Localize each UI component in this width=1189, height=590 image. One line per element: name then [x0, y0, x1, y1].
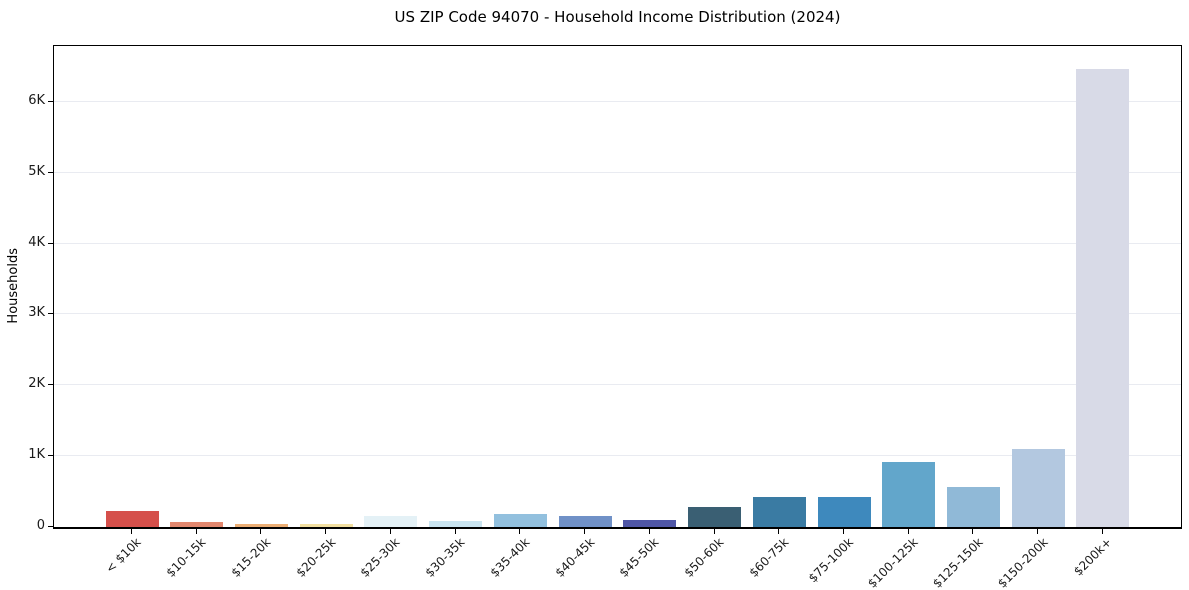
- x-tick-label: $75-100k: [805, 535, 856, 586]
- y-tick-label: 5K: [28, 163, 45, 179]
- bar-150-200k: [1011, 449, 1065, 527]
- x-tick-mark: [648, 528, 650, 534]
- y-tick-label: 0: [36, 518, 45, 533]
- x-tick-label: < $10k: [103, 535, 144, 576]
- y-tick-mark: [48, 171, 53, 173]
- gridline: [54, 384, 1181, 386]
- gridline: [54, 313, 1181, 315]
- x-tick-mark: [260, 528, 262, 534]
- x-tick-mark: [454, 528, 456, 534]
- y-tick-label: 6K: [28, 92, 45, 108]
- y-tick-label: 2K: [28, 376, 45, 392]
- y-tick-mark: [48, 242, 53, 244]
- x-tick-mark: [1037, 528, 1039, 534]
- bar-35-40k: [493, 513, 547, 527]
- x-tick-label: $200k+: [1071, 535, 1115, 579]
- x-tick-mark: [972, 528, 974, 534]
- y-tick-mark: [48, 100, 53, 102]
- x-tick-label: $25-30k: [357, 535, 403, 580]
- x-tick-label: $10-15k: [163, 535, 209, 580]
- x-tick-mark: [519, 528, 521, 534]
- x-tick-mark: [1101, 528, 1103, 534]
- x-tick-mark: [843, 528, 845, 534]
- x-tick-mark: [195, 528, 197, 534]
- y-tick-label: 1K: [28, 447, 45, 463]
- chart-title: US ZIP Code 94070 - Household Income Dis…: [394, 8, 841, 26]
- y-tick-mark: [48, 455, 53, 457]
- x-tick-label: $35-40k: [487, 535, 533, 580]
- bar-25-30k: [364, 516, 418, 527]
- bar-10k: [105, 510, 159, 527]
- gridline: [54, 455, 1181, 457]
- x-tick-mark: [389, 528, 391, 534]
- x-tick-label: $50-60k: [681, 535, 727, 580]
- bar-75-100k: [817, 497, 871, 527]
- bar-125-150k: [946, 487, 1000, 527]
- x-tick-label: $20-25k: [293, 535, 339, 580]
- x-tick-label: $30-35k: [422, 535, 468, 580]
- gridline: [54, 100, 1181, 102]
- bar-40-45k: [558, 515, 612, 527]
- x-tick-label: $45-50k: [616, 535, 662, 580]
- y-tick-mark: [48, 313, 53, 315]
- x-tick-label: $100-125k: [864, 535, 921, 590]
- bar-45-50k: [623, 519, 677, 527]
- bar-10-15k: [170, 522, 224, 527]
- x-tick-mark: [907, 528, 909, 534]
- y-tick-mark: [48, 526, 53, 527]
- y-tick-mark: [48, 384, 53, 386]
- x-tick-label: $60-75k: [746, 535, 792, 580]
- y-tick-label: 3K: [28, 305, 45, 321]
- bar-60-75k: [752, 496, 806, 527]
- gridline: [54, 171, 1181, 173]
- x-tick-mark: [325, 528, 327, 534]
- x-tick-mark: [713, 528, 715, 534]
- x-tick-label: $15-20k: [228, 535, 274, 580]
- bar-200k: [1076, 68, 1130, 527]
- y-tick-label: 4K: [28, 234, 45, 250]
- bar-20-25k: [299, 524, 353, 527]
- x-tick-mark: [584, 528, 586, 534]
- bar-15-20k: [234, 523, 288, 527]
- x-tick-mark: [131, 528, 132, 534]
- bar-100-125k: [882, 461, 936, 527]
- bar-50-60k: [688, 506, 742, 527]
- x-tick-label: $125-150k: [929, 535, 986, 590]
- bar-30-35k: [429, 520, 483, 527]
- gridline: [54, 242, 1181, 244]
- plot-area: [53, 45, 1182, 529]
- x-tick-label: $40-45k: [552, 535, 598, 580]
- x-tick-label: $150-200k: [994, 535, 1051, 590]
- x-tick-mark: [778, 528, 780, 534]
